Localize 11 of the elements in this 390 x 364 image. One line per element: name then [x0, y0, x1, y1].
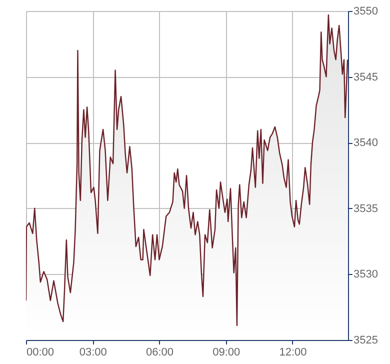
- x-tick-label: 12:00: [279, 346, 307, 358]
- x-tick-label: 09:00: [212, 346, 240, 358]
- y-tick-label: 3545: [354, 71, 378, 84]
- y-tick-label: 3540: [354, 137, 378, 150]
- y-tick-label: 3535: [354, 202, 378, 215]
- y-tick-label: 3525: [354, 334, 378, 346]
- x-tick-label: 00:00: [26, 346, 54, 358]
- y-tick-label: 3550: [354, 6, 378, 18]
- x-tick-label: 03:00: [79, 346, 107, 358]
- y-tick-label: 3530: [354, 268, 378, 281]
- x-tick-label: 06:00: [146, 346, 174, 358]
